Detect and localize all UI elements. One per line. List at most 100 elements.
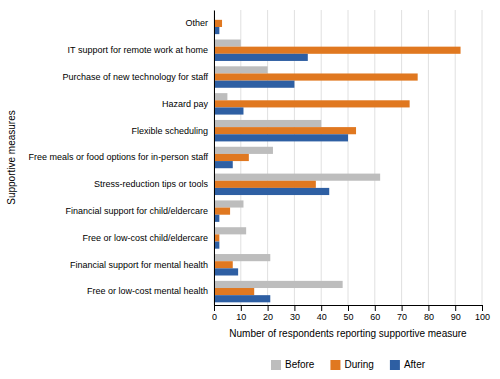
bar [214,93,227,100]
x-tick-label: 90 [451,312,461,322]
legend-swatch [390,360,400,370]
grid-line [321,10,322,305]
bar [214,134,348,141]
x-tick-mark [214,305,215,311]
x-tick-mark [348,305,349,311]
bar [214,66,268,73]
grid-line [428,10,429,305]
x-tick: 80 [424,305,434,322]
y-tick: Financial support for mental health [70,260,214,270]
legend-swatch [330,360,340,370]
legend-item: Before [271,359,315,370]
x-axis: 0 10 20 30 40 50 60 70 80 90 100 [212,305,490,322]
x-tick-mark [428,305,429,311]
x-tick-label: 100 [475,312,490,322]
x-tick: 50 [343,305,353,322]
bar [214,47,461,54]
bar [214,268,238,275]
legend-item: During [330,359,373,370]
y-tick-label: Free or low-cost child/eldercare [82,233,208,243]
bar [214,188,329,195]
legend-label: Before [285,359,315,370]
bar [214,107,243,114]
legend-swatch [271,360,281,370]
y-tick: IT support for remote work at home [68,45,214,55]
bar [214,54,308,61]
y-tick-label: Free meals or food options for in-person… [29,152,209,162]
bar [214,20,222,27]
y-tick: Free meals or food options for in-person… [29,152,214,162]
legend-item: After [390,359,426,370]
y-tick-label: Purchase of new technology for staff [63,72,209,82]
bar [214,120,321,127]
bar [214,40,241,47]
x-tick-label: 30 [290,312,300,322]
bar [214,261,233,268]
bar [214,254,270,261]
plot: 0 10 20 30 40 50 60 70 80 90 100 Other IT support fo… [29,10,490,322]
x-tick-mark [268,305,269,311]
x-tick-label: 0 [212,312,217,322]
x-tick: 100 [475,305,490,322]
x-tick-label: 10 [236,312,246,322]
y-tick-label: Other [185,18,208,28]
x-tick-mark [375,305,376,311]
y-axis-title: Supportive measures [6,110,17,205]
chart: 0 10 20 30 40 50 60 70 80 90 100 Other IT support fo… [0,0,500,379]
bar [214,208,230,215]
x-tick-mark [321,305,322,311]
x-tick-label: 20 [263,312,273,322]
y-tick: Financial support for child/eldercare [65,206,214,216]
x-tick-label: 60 [370,312,380,322]
y-tick-label: Hazard pay [162,99,209,109]
bar [214,295,270,302]
x-tick-label: 40 [317,312,327,322]
x-tick-label: 50 [343,312,353,322]
x-tick: 10 [236,305,246,322]
y-tick: Hazard pay [162,99,214,109]
x-tick-mark [455,305,456,311]
x-axis-title: Number of respondents reporting supporti… [229,328,467,339]
bar [214,147,273,154]
y-tick-label: Stress-reduction tips or tools [94,179,209,189]
x-tick-mark [294,305,295,311]
bar [214,181,316,188]
y-axis: Other IT support for remote work at home P… [29,11,215,306]
bar [214,174,380,181]
y-tick-label: Financial support for child/eldercare [65,206,208,216]
x-tick-label: 80 [424,312,434,322]
legend-label: During [344,359,373,370]
bar [214,227,246,234]
x-tick-mark [241,305,242,311]
x-axis-line [215,306,483,312]
y-tick: Stress-reduction tips or tools [94,179,214,189]
bar [214,288,254,295]
y-tick-label: Financial support for mental health [70,260,208,270]
bar [214,200,243,207]
bar [214,81,294,88]
y-tick: Purchase of new technology for staff [63,72,214,82]
y-tick: Free or low-cost child/eldercare [82,233,214,243]
x-tick: 90 [451,305,461,322]
grid-line [374,10,375,305]
y-tick: Flexible scheduling [131,126,214,136]
x-tick: 40 [317,305,327,322]
x-tick: 30 [290,305,300,322]
grid-line [348,10,349,305]
bar [214,73,418,80]
grid [214,10,482,305]
x-tick: 20 [263,305,273,322]
y-tick-label: Flexible scheduling [131,126,208,136]
y-tick-label: Free or low-cost mental health [87,286,208,296]
series [214,27,348,302]
y-axis-line [214,11,215,306]
bar [214,127,356,134]
bars [214,20,461,302]
bar [214,154,249,161]
bar [214,161,233,168]
series [214,20,461,295]
grid-line [401,10,402,305]
x-tick: 70 [397,305,407,322]
grid-line [482,10,483,305]
bar [214,100,410,107]
